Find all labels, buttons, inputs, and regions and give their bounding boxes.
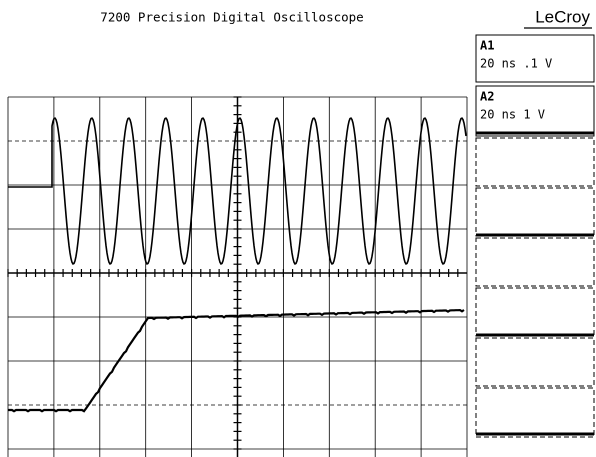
panel-box xyxy=(475,387,595,438)
title: 7200 Precision Digital Oscilloscope xyxy=(100,10,363,25)
channel-panels: A1 20 ns .1 V A2 20 ns 1 V xyxy=(475,34,595,438)
trace-a2 xyxy=(8,308,465,413)
graticule xyxy=(7,96,468,457)
panel-box xyxy=(475,187,595,237)
panel-box xyxy=(475,85,595,137)
panel-box xyxy=(475,337,595,387)
panel-box xyxy=(475,237,595,287)
channel-name: A1 xyxy=(480,39,494,53)
traces xyxy=(8,117,467,413)
panel-box xyxy=(475,137,595,187)
channel-name: A2 xyxy=(480,90,494,104)
panel-box xyxy=(475,34,595,83)
brand: LeCroy xyxy=(535,7,590,26)
channel-setting: 20 ns 1 V xyxy=(480,108,545,122)
trace-a1 xyxy=(8,117,467,265)
panel-box xyxy=(475,287,595,337)
channel-setting: 20 ns .1 V xyxy=(480,57,552,71)
